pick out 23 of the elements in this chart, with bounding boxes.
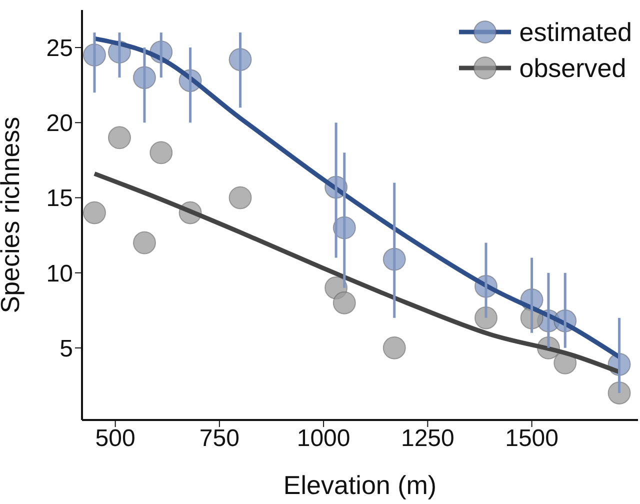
legend-label: estimated bbox=[519, 16, 632, 48]
y-axis-title: Species richness bbox=[0, 116, 26, 314]
x-axis-title: Elevation (m) bbox=[283, 470, 437, 500]
y-tick-label: 20 bbox=[46, 110, 73, 138]
y-tick-label: 15 bbox=[46, 185, 73, 212]
x-tick-label: 500 bbox=[95, 425, 136, 452]
point bbox=[132, 231, 156, 254]
point bbox=[82, 201, 106, 224]
point bbox=[608, 381, 631, 404]
point bbox=[108, 126, 131, 150]
y-tick-label: 10 bbox=[46, 260, 73, 288]
point bbox=[474, 306, 498, 330]
point bbox=[382, 336, 406, 360]
x-tick-label: 1250 bbox=[400, 425, 454, 452]
x-tick-label: 1000 bbox=[296, 425, 350, 452]
point bbox=[228, 186, 252, 210]
x-tick-label: 1500 bbox=[505, 425, 558, 452]
point bbox=[332, 291, 356, 314]
x-tick-label: 750 bbox=[199, 425, 240, 452]
point bbox=[150, 141, 173, 164]
y-tick-label: 25 bbox=[46, 35, 73, 62]
legend-label: observed bbox=[519, 52, 626, 84]
y-tick-label: 5 bbox=[60, 335, 73, 362]
